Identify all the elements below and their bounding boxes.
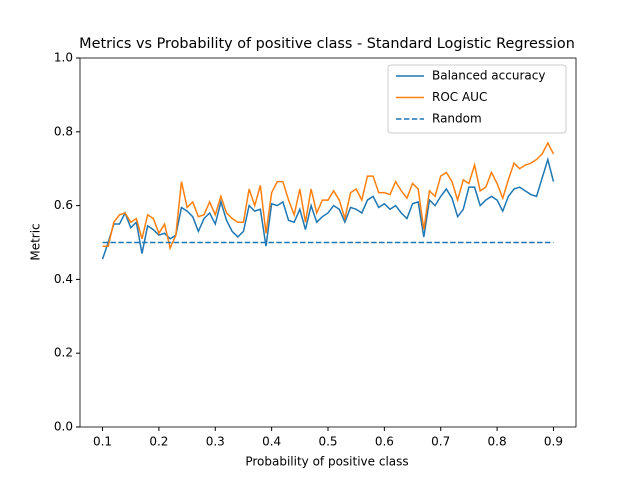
- legend-label: Balanced accuracy: [432, 69, 545, 83]
- plot-frame: [79, 57, 577, 428]
- y-tick-label: 0.6: [54, 198, 73, 212]
- y-tick-label: 0.2: [54, 346, 73, 360]
- x-tick-label: 0.4: [262, 435, 281, 449]
- y-tick-label: 0.0: [54, 420, 73, 434]
- x-tick-label: 0.1: [93, 435, 112, 449]
- y-tick-label: 0.8: [54, 124, 73, 138]
- y-tick-label: 0.4: [54, 272, 73, 286]
- y-tick-label: 1.0: [54, 51, 73, 65]
- chart-title: Metrics vs Probability of positive class…: [79, 36, 575, 52]
- series-line: [101, 156, 555, 260]
- x-tick-label: 0.9: [544, 435, 563, 449]
- x-axis-label: Probability of positive class: [245, 455, 408, 469]
- x-tick-label: 0.8: [488, 435, 507, 449]
- x-tick-label: 0.7: [431, 435, 450, 449]
- x-tick-label: 0.6: [375, 435, 394, 449]
- x-tick-label: 0.5: [318, 435, 337, 449]
- legend-label: Random: [432, 112, 482, 126]
- series-line: [102, 141, 555, 251]
- x-tick-label: 0.3: [206, 435, 225, 449]
- legend-box: [387, 64, 567, 134]
- x-tick-label: 0.2: [149, 435, 168, 449]
- y-axis-label: Metric: [29, 223, 43, 260]
- legend-label: ROC AUC: [432, 90, 487, 104]
